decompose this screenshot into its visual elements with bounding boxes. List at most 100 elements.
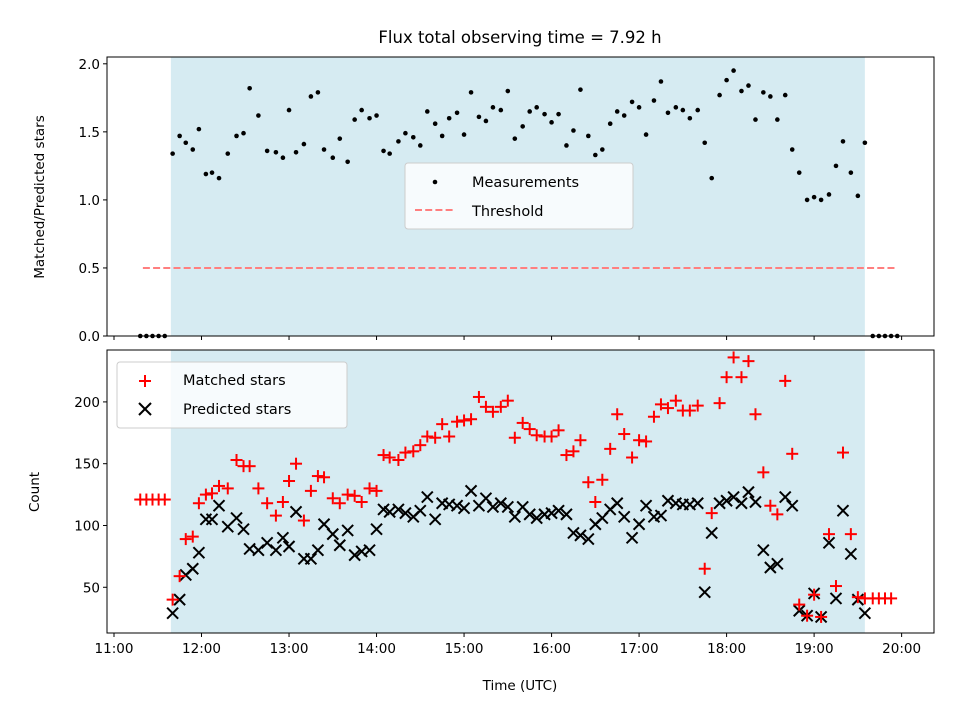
measurement-point bbox=[468, 90, 474, 95]
measurement-point bbox=[387, 151, 392, 156]
predicted-star-point bbox=[617, 510, 631, 524]
matched-star-point bbox=[669, 394, 682, 407]
bottom-y-tick-label: 150 bbox=[74, 457, 100, 473]
matched-star-point bbox=[355, 496, 368, 509]
matched-star-point bbox=[822, 528, 835, 541]
matched-star-point bbox=[326, 492, 339, 505]
top-y-tick-label: 0.5 bbox=[79, 261, 100, 277]
predicted-star-point bbox=[508, 510, 522, 524]
bottom-x-tick-label: 20:00 bbox=[882, 641, 921, 657]
predicted-star-point bbox=[341, 524, 354, 537]
measurement-point bbox=[247, 86, 252, 91]
matched-star-point bbox=[793, 598, 806, 611]
predicted-star-point bbox=[173, 593, 186, 606]
predicted-star-point bbox=[414, 504, 427, 517]
matched-star-point bbox=[647, 410, 660, 423]
matched-star-point bbox=[691, 399, 704, 412]
matched-star-point bbox=[742, 355, 755, 368]
matched-star-point bbox=[486, 405, 499, 418]
predicted-star-point bbox=[370, 522, 383, 536]
measurement-point bbox=[286, 107, 292, 113]
bottom-axes-frame bbox=[106, 349, 935, 634]
matched-star-point bbox=[252, 482, 265, 495]
matched-star-point bbox=[654, 398, 667, 411]
predicted-star-point bbox=[383, 505, 396, 519]
measurement-point bbox=[315, 90, 321, 95]
bottom-legend-box bbox=[116, 361, 348, 429]
chart-title: Flux total observing time = 7.92 h bbox=[378, 28, 661, 47]
matched-star-point bbox=[727, 351, 740, 364]
top-legend: Measurements Threshold bbox=[404, 162, 634, 230]
measurement-point bbox=[505, 88, 511, 94]
measurement-point bbox=[374, 113, 379, 118]
measurement-point bbox=[264, 148, 270, 154]
predicted-star-point bbox=[713, 497, 726, 510]
predicted-star-point bbox=[764, 561, 777, 574]
measurement-point bbox=[848, 170, 854, 175]
measurement-point bbox=[432, 121, 438, 126]
measurement-point bbox=[564, 143, 569, 148]
predicted-star-point bbox=[545, 506, 558, 520]
bottom-x-tick-label: 16:00 bbox=[532, 641, 571, 657]
predicted-star-point bbox=[428, 513, 442, 526]
measurement-point bbox=[308, 94, 314, 99]
measurement-point bbox=[768, 94, 773, 99]
predicted-star-point bbox=[212, 499, 226, 512]
measurement-point bbox=[196, 126, 202, 132]
measurement-point bbox=[687, 115, 693, 121]
measurement-point bbox=[775, 117, 780, 122]
bottom-x-tick-label: 13:00 bbox=[270, 641, 309, 657]
measurement-point bbox=[761, 90, 766, 95]
matched-star-point bbox=[720, 371, 733, 384]
measurement-point bbox=[651, 98, 657, 103]
matched-star-point bbox=[370, 484, 383, 497]
predicted-star-point bbox=[333, 539, 346, 552]
predicted-star-point bbox=[399, 506, 412, 520]
matched-star-point bbox=[801, 609, 814, 622]
measurement-point bbox=[709, 175, 715, 181]
measurement-point bbox=[280, 155, 286, 161]
measurement-point bbox=[345, 159, 350, 165]
matched-star-point bbox=[383, 451, 396, 464]
predicted-star-point bbox=[269, 543, 283, 557]
matched-star-point bbox=[206, 487, 219, 500]
measurement-point bbox=[542, 111, 547, 117]
matched-star-point bbox=[436, 418, 449, 431]
matched-star-point bbox=[318, 471, 331, 484]
measurement-point bbox=[527, 109, 532, 114]
measurement-point bbox=[454, 110, 460, 116]
measurement-point bbox=[520, 124, 525, 129]
matched-star-point bbox=[764, 499, 777, 512]
matched-star-point bbox=[290, 457, 303, 470]
measurement-point bbox=[476, 114, 482, 120]
measurement-point bbox=[461, 132, 467, 137]
bottom-x-axis: 11:00 12:00 13:00 14:00 15:00 16:00 17:00 18:00… bbox=[95, 633, 921, 657]
matched-star-point bbox=[407, 445, 420, 458]
matched-star-point bbox=[304, 484, 317, 497]
matched-star-point bbox=[414, 439, 427, 452]
bottom-legend: Matched stars Predicted stars bbox=[116, 361, 348, 429]
measurement-point bbox=[739, 88, 744, 94]
measurement-point bbox=[490, 105, 496, 110]
predicted-star-point bbox=[457, 501, 471, 515]
matched-star-point bbox=[567, 445, 580, 458]
matched-star-point bbox=[458, 414, 471, 427]
bottom-y-axis-label: Count bbox=[27, 472, 43, 512]
predicted-star-point bbox=[501, 500, 515, 514]
matched-star-point bbox=[596, 473, 609, 486]
measurement-point bbox=[183, 140, 189, 146]
measurement-point bbox=[826, 192, 832, 197]
matched-star-point bbox=[516, 416, 529, 429]
predicted-star-point bbox=[494, 497, 508, 510]
measurement-point bbox=[746, 83, 751, 88]
top-axes-frame bbox=[106, 56, 935, 337]
matched-star-point bbox=[705, 507, 718, 520]
matched-star-point bbox=[786, 447, 799, 460]
predicted-star-point bbox=[625, 531, 639, 545]
predicted-star-point bbox=[304, 552, 318, 566]
predicted-star-point bbox=[450, 499, 464, 512]
predicted-star-point bbox=[311, 543, 325, 557]
predicted-star-point bbox=[567, 526, 580, 540]
measurement-point bbox=[209, 170, 215, 175]
matched-star-point bbox=[429, 431, 442, 444]
